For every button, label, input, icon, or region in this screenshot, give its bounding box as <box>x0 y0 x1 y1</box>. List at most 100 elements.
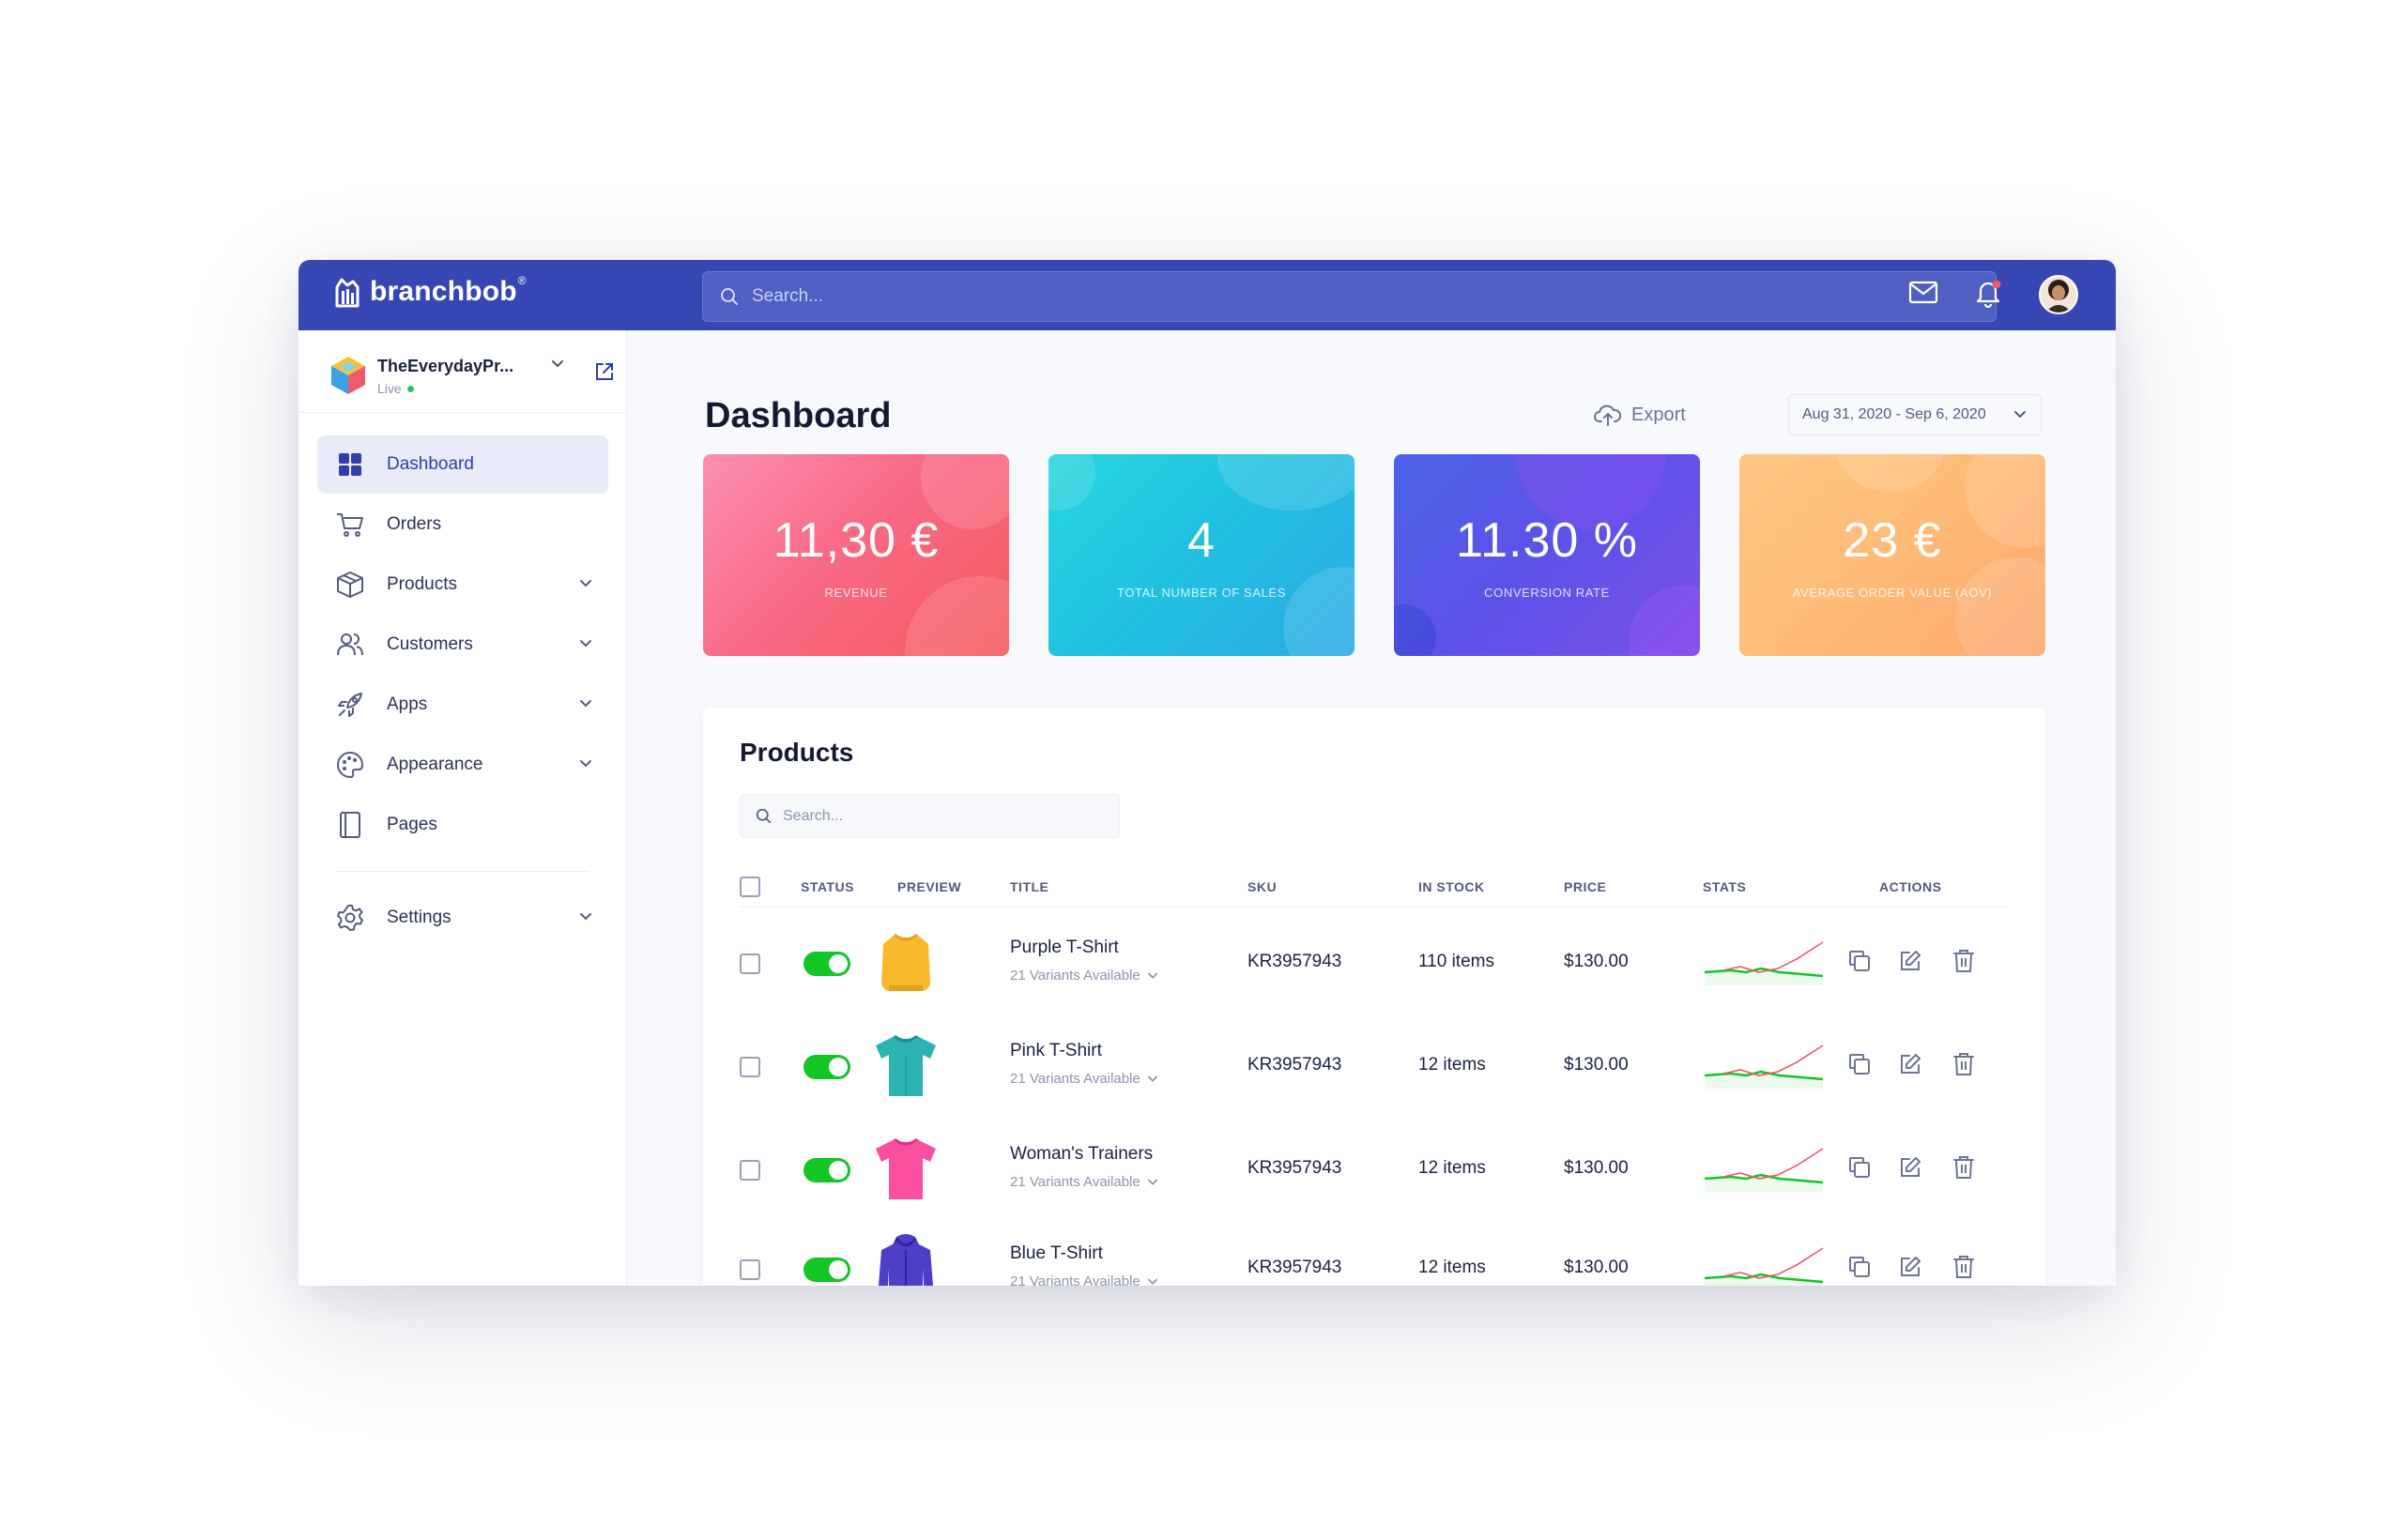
blue-hoodie-image <box>878 1234 934 1286</box>
top-search[interactable] <box>702 271 1997 322</box>
pink-tshirt-image <box>876 1137 936 1199</box>
main-content: Dashboard Export Aug 31, 2020 - Sep 6, 2… <box>627 330 2116 1286</box>
row-checkbox[interactable] <box>740 1160 760 1181</box>
edit-button[interactable] <box>1897 948 1923 974</box>
sidebar-item-pages[interactable]: Pages <box>317 796 608 854</box>
status-toggle[interactable] <box>804 1158 850 1182</box>
row-checkbox[interactable] <box>740 1259 760 1280</box>
delete-button[interactable] <box>1951 1254 1977 1280</box>
chevron-down-icon[interactable] <box>550 358 565 370</box>
duplicate-button[interactable] <box>1846 1254 1873 1280</box>
variants-dropdown[interactable]: 21 Variants Available <box>1010 968 1159 983</box>
chevron-down-icon <box>580 913 591 921</box>
sidebar-item-products[interactable]: Products <box>317 556 608 614</box>
column-header-in-stock[interactable]: IN STOCK <box>1418 879 1485 894</box>
divider <box>298 412 627 413</box>
column-header-actions[interactable]: ACTIONS <box>1879 879 1942 894</box>
export-button[interactable]: Export <box>1594 404 1686 426</box>
chevron-down-icon <box>2014 411 2026 419</box>
variants-dropdown[interactable]: 21 Variants Available <box>1010 1174 1159 1190</box>
top-search-input[interactable] <box>752 286 1878 307</box>
status-toggle[interactable] <box>804 952 850 976</box>
status-toggle[interactable] <box>804 1055 850 1079</box>
variants-dropdown[interactable]: 21 Variants Available <box>1010 1071 1159 1087</box>
bell-icon[interactable] <box>1973 278 2003 308</box>
kpi-card-conversion[interactable]: 11.30 % CONVERSION RATE <box>1394 454 1700 656</box>
brand[interactable]: branchbob® <box>334 274 527 308</box>
sidebar-item-label: Customers <box>387 634 473 654</box>
kpi-card-aov[interactable]: 23 € AVERAGE ORDER VALUE (AOV) <box>1739 454 2045 656</box>
status-toggle[interactable] <box>804 1258 850 1282</box>
users-icon <box>336 631 364 659</box>
products-card: Products STATUS PREVIEW TITLE SKU IN STO… <box>703 708 2045 1286</box>
duplicate-button[interactable] <box>1846 1154 1873 1181</box>
kpi-label: AVERAGE ORDER VALUE (AOV) <box>1792 586 1993 600</box>
column-header-preview[interactable]: PREVIEW <box>897 879 962 894</box>
product-sku: KR3957943 <box>1247 1158 1342 1178</box>
kpi-card-sales[interactable]: 4 TOTAL NUMBER OF SALES <box>1048 454 1355 656</box>
delete-button[interactable] <box>1951 1154 1977 1181</box>
sidebar-item-customers[interactable]: Customers <box>317 616 608 674</box>
product-title[interactable]: Purple T-Shirt <box>1010 938 1119 957</box>
column-header-status[interactable]: STATUS <box>801 879 854 894</box>
product-title[interactable]: Blue T-Shirt <box>1010 1243 1103 1263</box>
gear-icon <box>336 904 364 932</box>
table-row[interactable]: Woman's Trainers 21 Variants Available K… <box>703 1117 2045 1220</box>
top-bar: branchbob® <box>298 260 2116 330</box>
select-all-checkbox[interactable] <box>740 877 760 897</box>
edit-button[interactable] <box>1897 1051 1923 1077</box>
products-title: Products <box>740 738 854 767</box>
avatar[interactable] <box>2039 275 2078 314</box>
column-header-price[interactable]: PRICE <box>1564 879 1607 894</box>
yellow-sweater-image <box>881 933 930 991</box>
kpi-card-revenue[interactable]: 11,30 € REVENUE <box>703 454 1009 656</box>
row-checkbox[interactable] <box>740 953 760 974</box>
date-range-picker[interactable]: Aug 31, 2020 - Sep 6, 2020 <box>1788 394 2042 435</box>
palette-icon <box>336 751 364 779</box>
products-search[interactable] <box>740 794 1120 838</box>
edit-button[interactable] <box>1897 1254 1923 1280</box>
variants-label: 21 Variants Available <box>1010 1071 1140 1087</box>
duplicate-button[interactable] <box>1846 1051 1873 1077</box>
product-sku: KR3957943 <box>1247 1055 1342 1075</box>
brand-name: branchbob® <box>370 274 527 307</box>
delete-button[interactable] <box>1951 948 1977 974</box>
column-header-stats[interactable]: STATS <box>1703 879 1747 894</box>
product-title[interactable]: Pink T-Shirt <box>1010 1041 1102 1060</box>
duplicate-button[interactable] <box>1846 948 1873 974</box>
sidebar-item-orders[interactable]: Orders <box>317 496 608 554</box>
product-price: $130.00 <box>1564 952 1629 971</box>
trash-icon <box>1953 950 1974 972</box>
sidebar-item-appearance[interactable]: Appearance <box>317 736 608 794</box>
table-row[interactable]: Pink T-Shirt 21 Variants Available KR395… <box>703 1014 2045 1117</box>
chevron-down-icon <box>580 640 591 648</box>
rocket-icon <box>336 691 364 719</box>
cart-icon <box>336 511 364 539</box>
products-search-input[interactable] <box>783 807 1102 825</box>
user-avatar-icon <box>2041 277 2076 313</box>
cloud-upload-icon <box>1594 404 1622 426</box>
sidebar-item-apps[interactable]: Apps <box>317 676 608 734</box>
box-icon <box>336 571 364 599</box>
table-row[interactable]: Purple T-Shirt 21 Variants Available KR3… <box>703 910 2045 1014</box>
edit-button[interactable] <box>1897 1154 1923 1181</box>
column-header-sku[interactable]: SKU <box>1247 879 1278 894</box>
product-sku: KR3957943 <box>1247 952 1342 971</box>
column-header-title[interactable]: TITLE <box>1010 879 1049 894</box>
table-row[interactable]: Blue T-Shirt 21 Variants Available KR395… <box>703 1216 2045 1286</box>
chevron-down-icon <box>580 760 591 768</box>
sidebar-item-settings[interactable]: Settings <box>317 889 608 947</box>
sidebar-item-dashboard[interactable]: Dashboard <box>317 435 608 494</box>
app-window: branchbob® <box>298 260 2116 1286</box>
variants-dropdown[interactable]: 21 Variants Available <box>1010 1273 1159 1286</box>
product-title[interactable]: Woman's Trainers <box>1010 1144 1154 1164</box>
row-checkbox[interactable] <box>740 1057 760 1077</box>
store-switcher[interactable]: TheEverydayPr... Live <box>329 351 613 407</box>
external-link-icon[interactable] <box>593 360 616 383</box>
mail-icon[interactable] <box>1908 281 1938 305</box>
product-price: $130.00 <box>1564 1158 1629 1178</box>
trash-icon <box>1953 1256 1974 1278</box>
sidebar-item-label: Orders <box>387 514 442 534</box>
delete-button[interactable] <box>1951 1051 1977 1077</box>
kpi-value: 4 <box>1187 513 1216 568</box>
